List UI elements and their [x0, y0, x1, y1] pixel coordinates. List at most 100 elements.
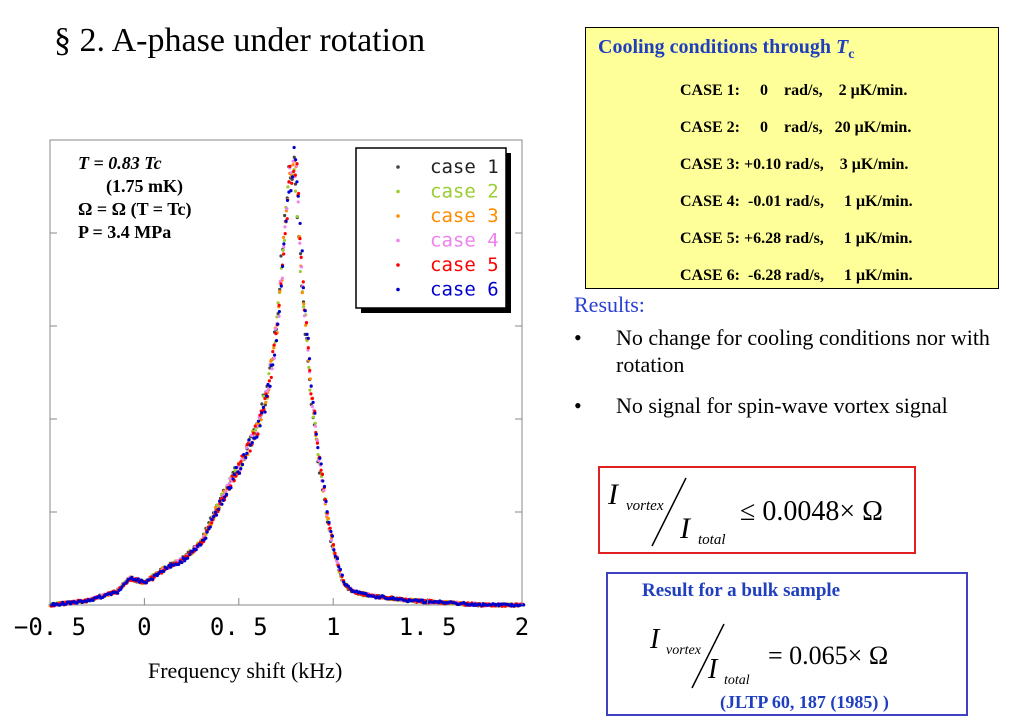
result-text-1: No change for cooling conditions nor wit… [616, 325, 990, 377]
case-row-5: CASE 5: +6.28 rad/s, 1 μK/min. [680, 230, 913, 247]
data-point [258, 413, 262, 417]
data-point [301, 280, 305, 284]
data-point [327, 520, 331, 525]
data-point [342, 580, 346, 584]
bulk-result-title: Result for a bulk sample [642, 580, 841, 601]
bulk-reference: (JLTP 60, 187 (1985) ) [720, 692, 889, 712]
data-point [290, 177, 294, 182]
data-point [311, 415, 316, 419]
data-point [522, 603, 526, 607]
data-point [294, 158, 298, 162]
data-point [272, 353, 277, 357]
data-point [210, 517, 214, 521]
data-point [313, 424, 317, 428]
data-point [218, 499, 222, 503]
data-point [227, 481, 231, 486]
data-point [247, 438, 251, 442]
data-point [307, 357, 312, 361]
x-axis-label: Frequency shift (kHz) [148, 658, 343, 683]
x-tick-label: 2 [515, 613, 529, 641]
data-point [309, 392, 313, 396]
data-point [266, 382, 270, 387]
data-point [290, 175, 295, 179]
data-point [181, 556, 185, 560]
data-point [340, 573, 344, 577]
data-point [256, 432, 260, 436]
eq-numerator-sub: vortex [626, 498, 664, 514]
data-point [268, 384, 272, 388]
data-point [318, 456, 322, 460]
data-point [237, 462, 241, 466]
data-point [251, 431, 256, 435]
data-point [285, 207, 289, 211]
x-tick-label: 0 [137, 613, 151, 641]
bullet-dot: • [574, 325, 582, 350]
data-point [261, 405, 266, 409]
data-point [281, 235, 286, 239]
data-point [313, 411, 317, 415]
data-point [285, 217, 289, 221]
legend-marker [396, 165, 400, 169]
data-point [295, 180, 299, 184]
data-point [281, 248, 285, 253]
data-point [331, 543, 336, 547]
data-point [282, 242, 286, 246]
bulk-eq-numerator-sub: vortex [666, 643, 702, 658]
data-point [316, 453, 320, 457]
data-point [214, 513, 219, 517]
data-point [316, 446, 320, 450]
data-point [263, 403, 267, 407]
data-point [300, 291, 304, 295]
data-point [291, 159, 295, 163]
data-point [315, 439, 320, 443]
data-point [220, 502, 224, 506]
bulk-equation-graphic: I vortex I total = 0.065× Ω [649, 623, 888, 689]
data-point [186, 556, 190, 560]
data-point [248, 449, 252, 453]
data-point [136, 577, 140, 581]
page-title: § 2. A-phase under rotation [54, 22, 426, 59]
legend-label: case 5 [430, 254, 499, 276]
eq-rhs: ≤ 0.0048× Ω [740, 496, 883, 527]
data-point [322, 484, 327, 489]
data-point [221, 498, 226, 502]
data-point [296, 194, 300, 198]
data-point [168, 565, 173, 569]
data-point [304, 321, 309, 325]
data-point [335, 557, 340, 561]
data-point [274, 338, 279, 343]
data-point [296, 191, 301, 196]
equation-graphic: I vortex I total ≤ 0.0048× Ω [607, 477, 883, 548]
data-point [120, 585, 124, 589]
data-point [319, 462, 323, 466]
data-point [296, 200, 300, 204]
data-point [328, 526, 332, 530]
data-point [239, 467, 243, 471]
data-point [292, 145, 296, 150]
data-point [302, 305, 306, 309]
data-point [288, 164, 292, 168]
bulk-eq-denominator: I [707, 654, 719, 685]
data-point [300, 249, 304, 253]
data-point [289, 189, 293, 193]
data-point [324, 499, 328, 504]
data-point [116, 591, 120, 595]
data-point [233, 468, 237, 472]
data-point [259, 418, 263, 422]
data-point [271, 350, 275, 354]
data-point [420, 598, 425, 602]
data-point [224, 492, 229, 497]
data-point [298, 252, 303, 256]
data-point [314, 432, 318, 436]
data-point [278, 289, 282, 293]
legend-label: case 2 [430, 181, 499, 203]
data-point [253, 428, 258, 432]
data-point [293, 189, 298, 193]
eq-denominator-sub: total [698, 532, 726, 548]
data-point [346, 584, 350, 588]
data-point [320, 472, 325, 476]
data-point [313, 421, 317, 425]
data-point [224, 490, 228, 494]
